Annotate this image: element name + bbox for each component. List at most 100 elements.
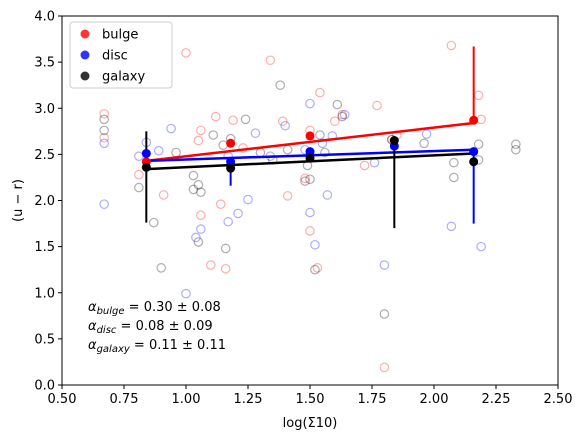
y-tick-label: 0.0 (34, 379, 55, 394)
galaxy-binned-marker (305, 153, 315, 163)
legend-label-bulge: bulge (102, 28, 138, 43)
disc-point (250, 128, 261, 138)
disc-point (99, 199, 109, 209)
bulge-point (181, 48, 191, 58)
bulge-point (99, 132, 109, 143)
disc-binned-marker (141, 148, 151, 158)
alpha-annotation: αbulge = 0.30 ± 0.08 (88, 300, 221, 317)
annotations: αbulge = 0.30 ± 0.08 αdisc = 0.08 ± 0.09 α… (88, 300, 226, 355)
bulge-fit-line (146, 121, 474, 163)
galaxy-point (208, 130, 219, 140)
x-tick-label: 2.00 (420, 392, 449, 407)
galaxy-point (449, 172, 459, 183)
galaxy-point (449, 157, 459, 168)
bulge-point (206, 260, 216, 270)
disc-point (339, 109, 350, 120)
galaxy-binned-marker (389, 136, 399, 146)
galaxy-binned-marker (469, 157, 479, 167)
bulge-point (228, 115, 238, 126)
legend-box (69, 21, 173, 89)
x-tick-label: 0.50 (48, 392, 77, 407)
disc-point (421, 129, 432, 139)
galaxy-point (310, 264, 320, 275)
x-tick-label: 2.25 (482, 392, 511, 407)
galaxy-point (379, 309, 390, 319)
disc-point (317, 138, 328, 149)
galaxy-point (193, 237, 204, 247)
disc-point (369, 157, 380, 168)
galaxy-point (511, 144, 521, 155)
x-tick-label: 2.50 (544, 392, 573, 407)
bulge-point (196, 125, 206, 136)
y-tick-label: 4.0 (34, 10, 55, 25)
bulge-point (379, 362, 390, 373)
galaxy-point (156, 263, 166, 273)
y-tick-label: 3.0 (34, 102, 55, 117)
galaxy-point (337, 111, 348, 122)
bulge-point (315, 87, 325, 98)
x-axis-label: log(Σ10) (283, 416, 338, 431)
bulge-point (158, 190, 169, 200)
legend-marker-disc (80, 50, 90, 60)
x-tick-label: 1.75 (358, 392, 387, 407)
disc-point (196, 224, 206, 234)
disc-point (181, 288, 191, 299)
galaxy-point (171, 147, 181, 158)
disc-point (243, 194, 253, 205)
bulge-point (372, 100, 382, 111)
disc-binned-marker (226, 157, 236, 167)
bulge-point (473, 90, 484, 101)
galaxy-point (134, 182, 144, 193)
disc-point (305, 207, 315, 218)
scatter-points-layer (99, 40, 521, 373)
galaxy-point (332, 99, 343, 110)
disc-point (134, 151, 144, 162)
galaxy-point (419, 138, 429, 149)
legend-marker-galaxy (80, 71, 90, 81)
galaxy-point (255, 147, 266, 158)
bulge-binned-marker (226, 138, 236, 148)
galaxy-point (282, 144, 293, 155)
alpha-annotation: αgalaxy = 0.11 ± 0.11 (88, 338, 226, 355)
disc-point (153, 145, 164, 156)
bulge-point (312, 263, 323, 273)
disc-point (233, 208, 243, 219)
bulge-point (196, 210, 206, 221)
y-axis-label: (u − r) (11, 179, 26, 222)
bulge-point (210, 111, 221, 122)
y-tick-label: 3.5 (34, 56, 55, 71)
y-tick-label: 1.5 (34, 240, 55, 255)
bulge-binned-marker (305, 131, 315, 141)
galaxy-point (188, 170, 199, 181)
galaxy-point (148, 217, 159, 228)
galaxy-binned-marker (226, 163, 236, 173)
bulge-point (337, 109, 348, 120)
bulge-point (282, 191, 293, 201)
galaxy-point (473, 139, 484, 150)
y-tick-label: 2.0 (34, 194, 55, 209)
bulge-point (220, 263, 231, 274)
bulge-binned-marker (469, 115, 479, 125)
galaxy-point (220, 243, 231, 254)
bulge-point (305, 226, 315, 236)
bulge-point (359, 160, 370, 171)
galaxy-point (196, 187, 206, 197)
disc-binned-marker (469, 147, 479, 157)
alpha-annotation: αdisc = 0.08 ± 0.09 (88, 319, 213, 336)
bulge-point (99, 108, 109, 119)
galaxy-point (99, 125, 109, 136)
legend-marker-bulge (80, 29, 90, 39)
x-tick-label: 1.50 (296, 392, 325, 407)
galaxy-point (315, 130, 325, 140)
legend: bulge disc galaxy (69, 21, 173, 89)
galaxy-point (218, 140, 228, 150)
disc-point (223, 216, 233, 227)
galaxy-point (320, 147, 330, 158)
y-tick-label: 1.0 (34, 286, 55, 301)
bulge-point (446, 40, 457, 51)
disc-point (379, 260, 390, 270)
bulge-point (193, 135, 204, 146)
bulge-point (215, 199, 226, 209)
x-tick-label: 0.75 (110, 392, 139, 407)
